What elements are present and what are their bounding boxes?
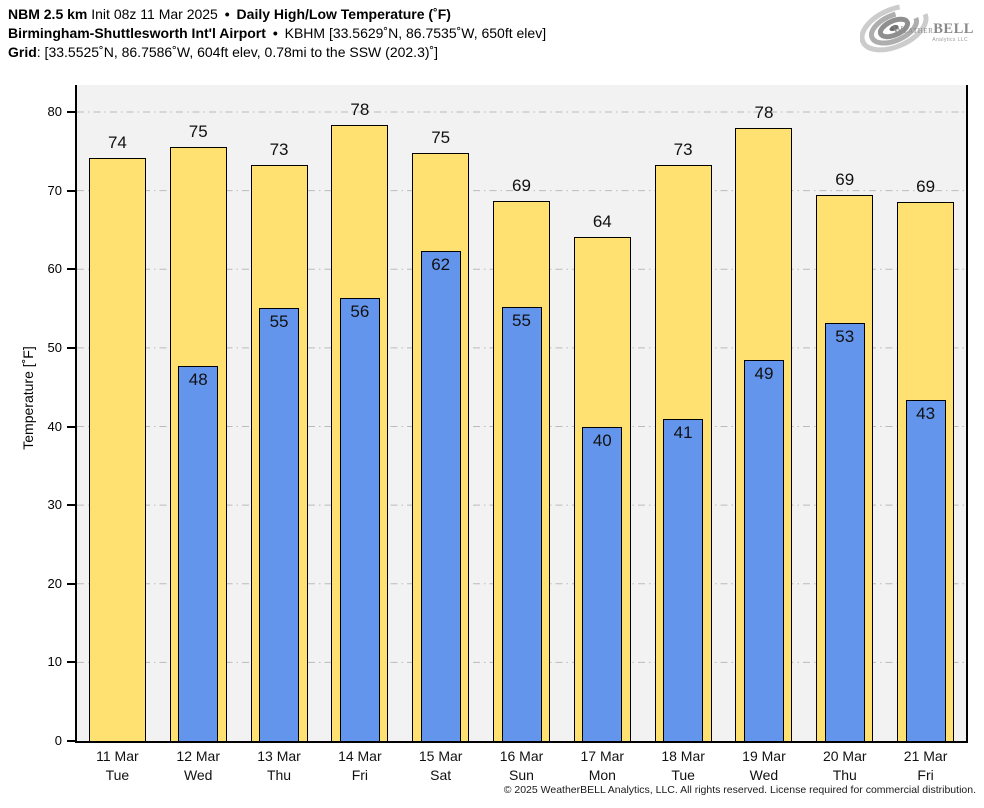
high-value-label: 73 <box>673 139 693 159</box>
y-axis-line <box>75 85 77 743</box>
y-axis-label: Temperature [˚F] <box>20 346 36 450</box>
y-tick-label: 10 <box>47 654 62 670</box>
title-line-2: Birmingham-Shuttlesworth Int'l Airport •… <box>8 24 546 43</box>
y-tick-label: 20 <box>47 575 62 591</box>
y-tick-mark <box>67 189 75 192</box>
y-tick-mark <box>67 111 75 113</box>
high-value-label: 74 <box>107 132 127 152</box>
logo-wordmark: WeatherBELL <box>893 21 974 37</box>
footer-copyright: © 2025 WeatherBELL Analytics, LLC. All r… <box>503 784 976 796</box>
chart-title: Daily High/Low Temperature (˚F) <box>236 6 451 22</box>
x-tick-weekday: Tue <box>105 767 130 783</box>
low-bar <box>420 251 461 743</box>
x-tick-date: 15 Mar <box>418 748 463 764</box>
high-value-label: 64 <box>592 212 612 231</box>
low-bar <box>178 365 219 743</box>
y-tick-label: 40 <box>47 418 62 434</box>
x-tick-date: 13 Mar <box>257 748 301 764</box>
high-value-label: 75 <box>188 122 208 142</box>
high-value-label: 78 <box>754 102 774 122</box>
x-tick-weekday: Wed <box>749 767 779 783</box>
high-value-label: 73 <box>269 139 289 159</box>
grid-label: Grid <box>8 44 37 60</box>
low-bar <box>663 418 704 743</box>
x-tick-date: 18 Mar <box>661 748 705 764</box>
title-line-3: Grid: [33.5525˚N, 86.7586˚W, 604ft elev,… <box>8 43 546 62</box>
x-tick-date: 16 Mar <box>499 748 544 764</box>
x-tick-weekday: Fri <box>917 767 934 783</box>
low-bar <box>905 399 946 743</box>
low-bar <box>582 427 623 743</box>
separator-dot: • <box>272 25 278 41</box>
x-tick-weekday: Sat <box>430 767 452 783</box>
y-tick-label: 70 <box>47 182 62 198</box>
hurricane-swirl-icon <box>860 3 929 53</box>
y-tick-label: 50 <box>47 339 62 355</box>
y-tick-label: 0 <box>54 733 62 748</box>
model-name: NBM 2.5 km <box>8 6 88 22</box>
x-tick-weekday: Sun <box>509 767 534 783</box>
x-tick-date: 19 Mar <box>742 748 786 764</box>
x-tick-date: 17 Mar <box>580 748 625 764</box>
low-bar <box>501 306 542 743</box>
x-tick-date: 20 Mar <box>822 748 867 764</box>
x-tick-date: 11 Mar <box>96 748 139 764</box>
init-time: Init 08z 11 Mar 2025 <box>91 6 218 22</box>
y-tick-mark <box>67 425 75 428</box>
y-tick-label: 60 <box>47 261 62 277</box>
high-bar <box>88 157 146 743</box>
y-tick-mark <box>67 740 75 742</box>
title-line-1: NBM 2.5 km Init 08z 11 Mar 2025 • Daily … <box>8 5 546 24</box>
low-value-label: 43 <box>916 403 936 423</box>
low-value-label: 41 <box>673 422 693 442</box>
high-value-label: 69 <box>835 170 855 190</box>
x-axis-line <box>75 741 968 743</box>
y-tick-mark <box>67 346 75 349</box>
x-tick-date: 12 Mar <box>176 748 220 764</box>
x-tick-weekday: Fri <box>351 767 369 783</box>
high-value-label: 78 <box>350 99 370 119</box>
y-tick-label: 80 <box>47 104 62 119</box>
low-value-label: 49 <box>754 363 774 383</box>
high-value-label: 75 <box>431 127 451 147</box>
y-tick-mark <box>67 504 75 507</box>
logo-analytics-text: Analytics LLC <box>932 37 968 43</box>
grid-value: : [33.5525˚N, 86.7586˚W, 604ft elev, 0.7… <box>36 44 439 60</box>
station-name: Birmingham-Shuttlesworth Int'l Airport <box>8 25 266 41</box>
logo-weather-text: Weather <box>893 25 933 36</box>
low-value-label: 56 <box>350 301 370 321</box>
low-value-label: 48 <box>188 369 208 389</box>
station-meta: KBHM [33.5629˚N, 86.7535˚W, 650ft elev] <box>284 25 547 41</box>
low-value-label: 55 <box>269 311 289 331</box>
header: NBM 2.5 km Init 08z 11 Mar 2025 • Daily … <box>8 5 546 62</box>
x-tick-weekday: Tue <box>671 767 695 783</box>
low-value-label: 40 <box>592 431 612 451</box>
separator-dot: • <box>224 6 230 22</box>
low-value-label: 62 <box>431 255 451 275</box>
y-tick-mark <box>67 268 75 271</box>
high-value-label: 69 <box>512 175 531 195</box>
x-tick-weekday: Thu <box>832 767 857 783</box>
low-value-label: 55 <box>512 310 531 330</box>
x-tick-weekday: Thu <box>266 767 292 783</box>
x-tick-date: 21 Mar <box>903 748 948 764</box>
y-tick-label: 30 <box>47 497 62 513</box>
low-bar <box>339 297 380 743</box>
high-value-label: 69 <box>916 176 936 196</box>
low-bar <box>743 359 784 743</box>
right-axis-line <box>966 85 968 743</box>
logo-bell-text: BELL <box>933 21 974 37</box>
x-tick-date: 14 Mar <box>338 748 382 764</box>
y-tick-mark <box>67 661 75 664</box>
low-bar <box>259 307 300 743</box>
y-tick-mark <box>67 582 75 585</box>
low-bar <box>824 322 865 743</box>
weatherbell-logo: WeatherBELL Analytics LLC <box>860 3 974 53</box>
x-tick-weekday: Wed <box>183 767 213 783</box>
low-value-label: 53 <box>835 326 855 346</box>
x-tick-weekday: Mon <box>588 767 616 783</box>
